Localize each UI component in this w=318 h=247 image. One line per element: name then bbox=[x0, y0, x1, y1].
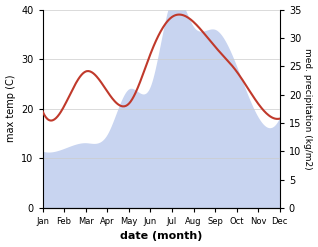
Y-axis label: max temp (C): max temp (C) bbox=[5, 75, 16, 143]
Y-axis label: med. precipitation (kg/m2): med. precipitation (kg/m2) bbox=[303, 48, 313, 169]
X-axis label: date (month): date (month) bbox=[120, 231, 202, 242]
